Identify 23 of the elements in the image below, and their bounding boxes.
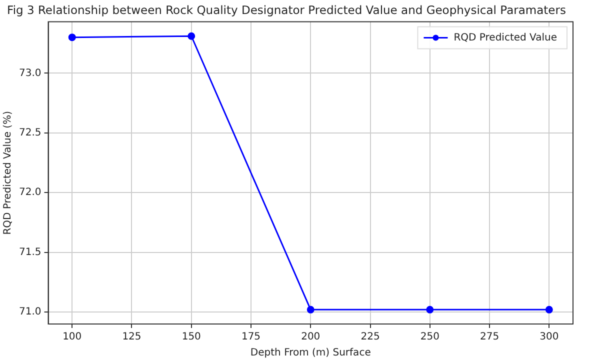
x-tick-label: 225 xyxy=(360,332,380,343)
y-tick-label: 71.0 xyxy=(19,306,42,318)
y-tick-label: 72.0 xyxy=(19,187,42,198)
y-axis-title: RQD Predicted Value (%) xyxy=(2,110,14,235)
x-tick-label: 175 xyxy=(241,332,261,343)
legend-label: RQD Predicted Value xyxy=(454,32,557,44)
x-tick-label: 125 xyxy=(122,332,142,343)
point xyxy=(426,306,434,314)
y-tick-label: 73.0 xyxy=(19,68,42,79)
x-tick-label: 100 xyxy=(62,332,82,343)
y-tick-label: 72.5 xyxy=(19,127,42,138)
y-tick-label: 71.5 xyxy=(19,246,42,258)
x-tick-label: 300 xyxy=(540,332,559,343)
x-tick-label: 250 xyxy=(420,332,440,343)
x-tick-label: 200 xyxy=(301,332,320,343)
point xyxy=(306,306,314,314)
x-axis-title: Depth From (m) Surface xyxy=(250,348,371,359)
x-tick-label: 150 xyxy=(182,332,201,343)
chart-title: Fig 3 Relationship between Rock Quality Designator Predicted Value and Geophysical Paramaters xyxy=(7,2,566,17)
point xyxy=(188,32,196,40)
point xyxy=(68,34,76,42)
x-tick-label: 275 xyxy=(480,332,500,343)
point xyxy=(545,306,553,314)
